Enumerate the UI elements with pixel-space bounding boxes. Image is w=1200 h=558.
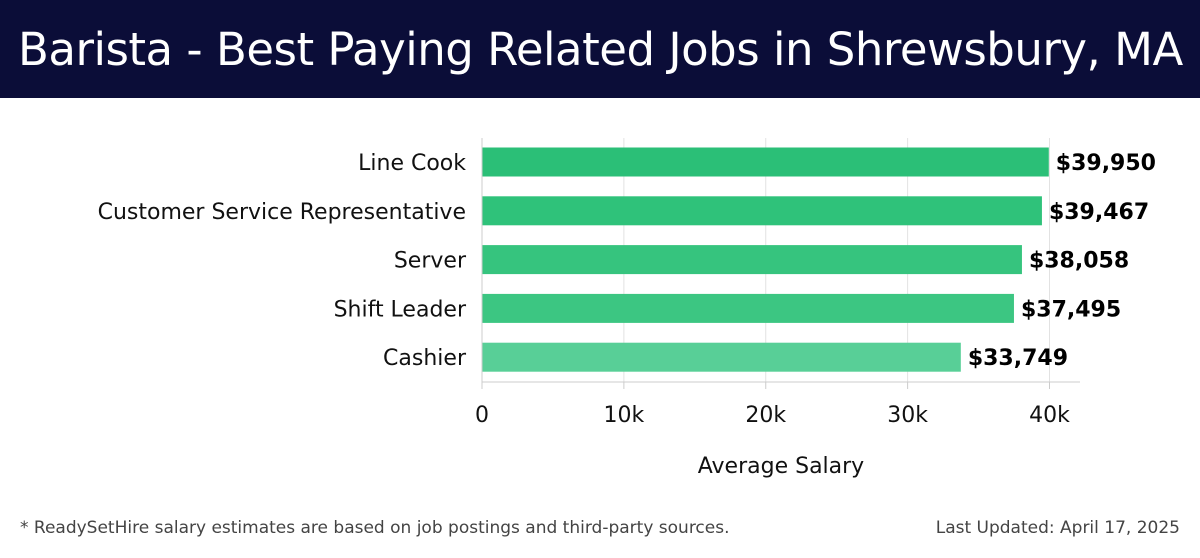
value-label: $37,495 (1021, 297, 1121, 322)
chart-title: Barista - Best Paying Related Jobs in Sh… (18, 23, 1183, 76)
value-label: $33,749 (968, 346, 1068, 371)
bar (482, 342, 961, 372)
category-label: Server (394, 249, 467, 274)
bar (482, 293, 1014, 323)
x-tick-label: 40k (1029, 403, 1070, 428)
category-label: Customer Service Representative (98, 200, 466, 225)
value-label: $38,058 (1029, 249, 1129, 274)
last-updated: Last Updated: April 17, 2025 (935, 518, 1180, 538)
value-label: $39,467 (1049, 200, 1149, 225)
category-label: Line Cook (358, 151, 466, 176)
bar (482, 147, 1049, 177)
bar (482, 245, 1022, 275)
value-label: $39,950 (1056, 151, 1156, 176)
x-axis-label: Average Salary (698, 454, 864, 479)
category-label: Shift Leader (334, 297, 467, 322)
x-tick-label: 10k (604, 403, 645, 428)
x-tick-label: 20k (745, 403, 786, 428)
x-tick-label: 0 (475, 403, 489, 428)
title-banner: Barista - Best Paying Related Jobs in Sh… (0, 0, 1200, 98)
category-label: Cashier (383, 346, 467, 371)
footnote: * ReadySetHire salary estimates are base… (20, 518, 730, 538)
bar (482, 196, 1042, 226)
x-tick-label: 30k (887, 403, 928, 428)
